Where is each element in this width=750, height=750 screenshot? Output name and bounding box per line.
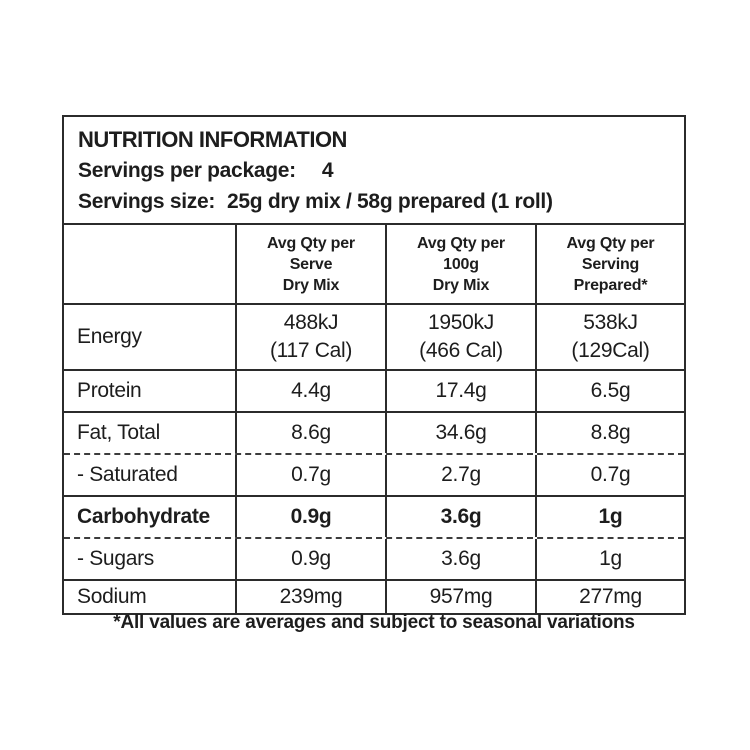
row-label: Sodium [77,585,147,608]
row-value: 0.9g [235,497,385,537]
row-value: 6.5g [535,371,684,411]
row-value: 538kJ (129Cal) [535,305,684,369]
row-value: 0.7g [535,455,684,495]
row-value: 2.7g [385,455,535,495]
footnote: *All values are averages and subject to … [113,612,635,633]
servings-per-package: Servings per package: 4 [78,155,670,186]
column-header-serve-dry-mix: Avg Qty per Serve Dry Mix [235,225,385,303]
table-row-fat-total: Fat, Total 8.6g 34.6g 8.8g [64,411,684,453]
table-row-sugars: - Sugars 0.9g 3.6g 1g [64,537,684,579]
row-value: 17.4g [385,371,535,411]
row-value: 3.6g [385,497,535,537]
row-value: 34.6g [385,413,535,453]
servings-size-value: 25g dry mix / 58g prepared (1 roll) [227,190,553,213]
row-value: 8.8g [535,413,684,453]
row-label: Energy [77,325,142,348]
column-header-row: Avg Qty per Serve Dry Mix Avg Qty per 10… [64,225,684,303]
table-row-carbohydrate: Carbohydrate 0.9g 3.6g 1g [64,495,684,537]
table-row-saturated: - Saturated 0.7g 2.7g 0.7g [64,453,684,495]
servings-per-package-label: Servings per package: [78,159,296,182]
column-header-serving-prepared: Avg Qty per Serving Prepared* [535,225,684,303]
table-row-energy: Energy 488kJ (117 Cal) 1950kJ (466 Cal) … [64,303,684,369]
row-label: Fat, Total [77,421,160,444]
column-header-empty [64,225,235,303]
servings-size: Servings size: 25g dry mix / 58g prepared… [78,186,670,217]
panel-title: NUTRITION INFORMATION [78,127,347,152]
row-value: 488kJ (117 Cal) [235,305,385,369]
nutrition-table: NUTRITION INFORMATION Servings per packa… [62,115,686,615]
row-value: 0.9g [235,539,385,579]
table-row-sodium: Sodium 239mg 957mg 277mg [64,579,684,613]
row-value: 8.6g [235,413,385,453]
row-label: Protein [77,379,142,402]
row-label: Carbohydrate [77,505,210,528]
row-value: 0.7g [235,455,385,495]
row-value: 239mg [235,581,385,613]
row-value: 3.6g [385,539,535,579]
row-label: - Saturated [77,463,178,486]
servings-per-package-value: 4 [321,159,334,182]
servings-size-label: Servings size: [78,190,216,213]
row-value: 1g [535,539,684,579]
row-value: 957mg [385,581,535,613]
row-value: 1950kJ (466 Cal) [385,305,535,369]
table-header-block: NUTRITION INFORMATION Servings per packa… [64,117,684,225]
row-label: - Sugars [77,547,154,570]
row-value: 1g [535,497,684,537]
row-value: 4.4g [235,371,385,411]
table-row-protein: Protein 4.4g 17.4g 6.5g [64,369,684,411]
column-header-100g-dry-mix: Avg Qty per 100g Dry Mix [385,225,535,303]
row-value: 277mg [535,581,684,613]
